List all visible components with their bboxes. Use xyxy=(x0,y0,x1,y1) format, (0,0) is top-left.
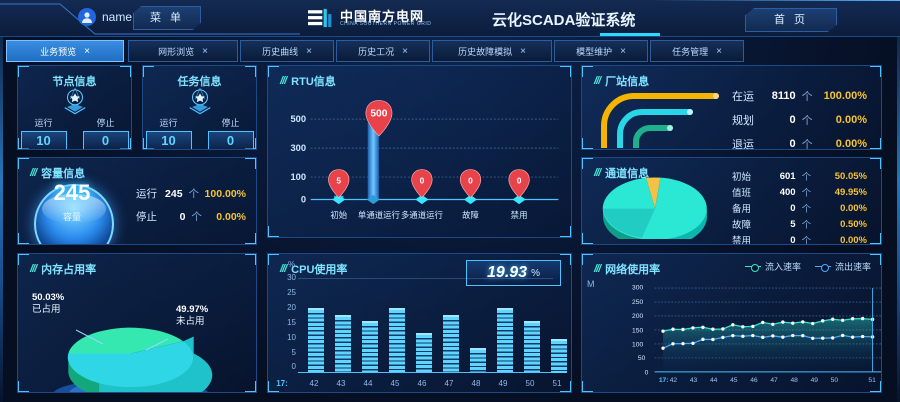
svg-text:49: 49 xyxy=(811,377,819,384)
svg-text:42: 42 xyxy=(670,377,678,384)
svg-text:0: 0 xyxy=(645,369,649,376)
svg-text:200: 200 xyxy=(632,313,643,320)
svg-text:0: 0 xyxy=(420,176,425,186)
svg-text:禁用: 禁用 xyxy=(511,210,528,220)
svg-text:100: 100 xyxy=(632,342,643,349)
svg-text:45: 45 xyxy=(730,377,738,384)
svg-text:5: 5 xyxy=(336,176,341,186)
svg-text:0: 0 xyxy=(301,194,306,204)
svg-text:初始: 初始 xyxy=(330,210,347,220)
svg-text:单通道运行: 单通道运行 xyxy=(358,210,400,220)
svg-text:47: 47 xyxy=(770,377,778,384)
svg-text:50: 50 xyxy=(831,377,839,384)
svg-text:46: 46 xyxy=(750,377,758,384)
svg-text:250: 250 xyxy=(632,299,643,306)
svg-text:51: 51 xyxy=(868,377,876,384)
svg-text:17:: 17: xyxy=(659,377,669,384)
svg-text:0: 0 xyxy=(517,176,522,186)
svg-text:500: 500 xyxy=(370,108,387,119)
svg-text:150: 150 xyxy=(632,327,643,334)
svg-text:故障: 故障 xyxy=(462,210,479,220)
svg-text:43: 43 xyxy=(690,377,698,384)
svg-text:44: 44 xyxy=(710,377,718,384)
svg-text:50: 50 xyxy=(638,355,646,362)
svg-text:多通道运行: 多通道运行 xyxy=(401,210,443,220)
svg-text:48: 48 xyxy=(790,377,798,384)
svg-text:500: 500 xyxy=(290,114,306,124)
svg-text:0: 0 xyxy=(468,176,473,186)
svg-text:300: 300 xyxy=(290,143,306,153)
svg-text:100: 100 xyxy=(290,172,306,182)
svg-text:300: 300 xyxy=(632,285,643,292)
